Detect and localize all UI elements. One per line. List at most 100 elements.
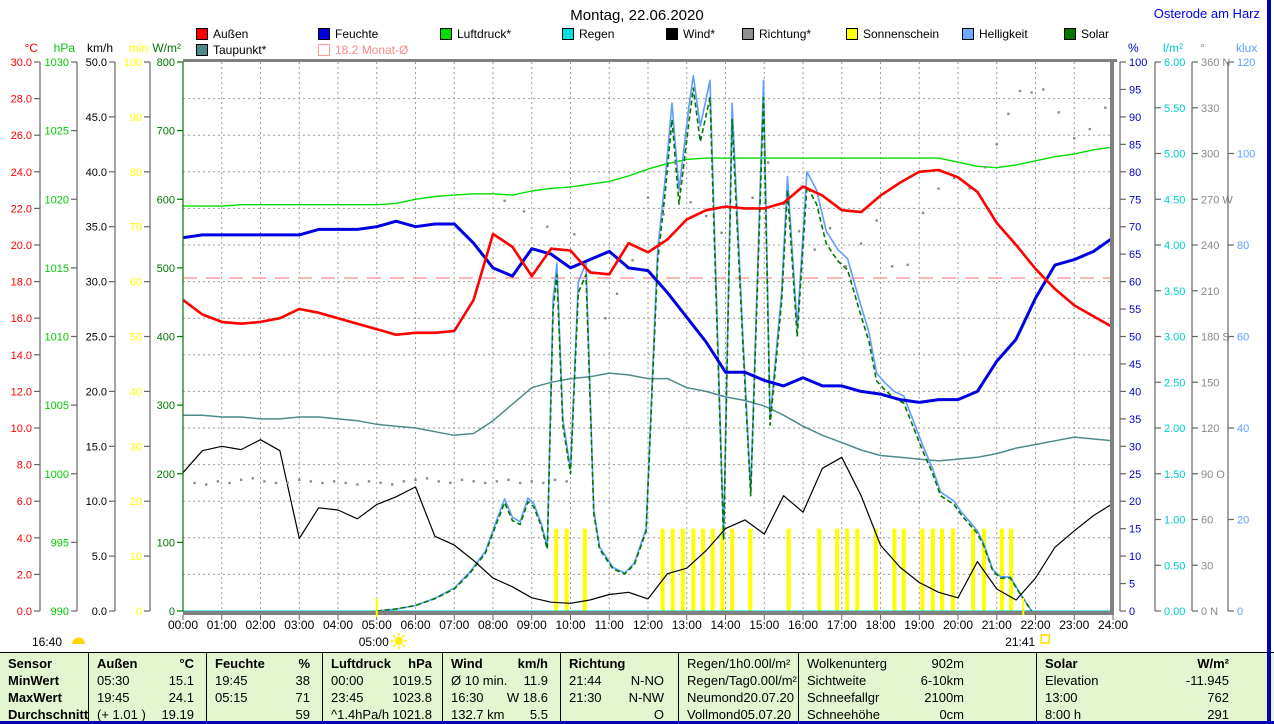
axis-label: 1000: [45, 469, 69, 481]
legend-item-au-en[interactable]: Außen: [196, 27, 248, 41]
axis-label: 50.0: [86, 57, 107, 69]
axis-label: °: [1200, 41, 1205, 55]
cell-label: Feuchte: [215, 656, 265, 671]
wind-direction-dot: [689, 201, 692, 204]
axis-label: 16.0: [11, 313, 32, 325]
axis-label: 40: [1237, 423, 1249, 435]
legend-item-wind-[interactable]: Wind*: [666, 27, 715, 41]
legend-item-feuchte[interactable]: Feuchte: [318, 26, 379, 41]
legend-color-checkbox[interactable]: [846, 27, 858, 40]
wind-direction-dot: [546, 225, 549, 228]
legend-color-checkbox[interactable]: [962, 27, 974, 40]
cell-value: -11.945: [1185, 673, 1229, 688]
legend-item-solar[interactable]: Solar: [1064, 27, 1109, 41]
axis-label: 30: [1129, 441, 1141, 453]
wind-direction-dot: [813, 248, 816, 251]
cell-value: km/h: [517, 656, 548, 671]
sunshine-bar: [855, 528, 860, 611]
cell-value: 20.07.20: [743, 690, 794, 705]
axis-label: 180 S: [1201, 332, 1230, 344]
legend-item-taupunkt-[interactable]: Taupunkt*: [196, 43, 266, 57]
cell-value: 1019.5: [392, 673, 432, 688]
legend-item-richtung-[interactable]: Richtung*: [742, 27, 811, 41]
axis-label: 00:00: [168, 618, 198, 632]
cell-label: 21:44: [569, 673, 602, 688]
legend-item-regen[interactable]: Regen: [562, 27, 614, 41]
wind-direction-dot: [844, 265, 847, 268]
axis-label: 14:00: [710, 618, 740, 632]
legend-color-checkbox[interactable]: [1064, 27, 1076, 40]
sunshine-bar: [660, 528, 665, 611]
legend-label: 18.2 Monat-Ø: [335, 42, 409, 57]
cell-value: 762: [1207, 690, 1229, 705]
cell-value: W/m²: [1197, 656, 1229, 671]
axis-label: 120: [1237, 57, 1255, 69]
cell-label: 21:30: [569, 690, 602, 705]
axis-label: 20: [1237, 515, 1249, 527]
axis-label: 5.50: [1164, 103, 1185, 115]
sunshine-bar: [930, 528, 935, 611]
axis-label: 1.00: [1164, 515, 1185, 527]
sun-ray: [401, 643, 405, 648]
cell-label: (+ 1.01 ): [97, 707, 146, 722]
wind-direction-dot: [937, 187, 940, 190]
row-label: MaxWert: [8, 690, 62, 705]
legend-color-checkbox[interactable]: [196, 27, 208, 40]
legend-item-sonnenschein[interactable]: Sonnenschein: [846, 27, 939, 41]
table-col-richtung: Richtung 21:44 N-NO 21:30 N-NW O: [560, 653, 678, 724]
legend-color-checkbox[interactable]: [196, 43, 208, 56]
plot-frame-bottom: [183, 611, 1114, 615]
wind-direction-dot: [573, 233, 576, 236]
cell-value: 15.1: [168, 673, 194, 688]
sun-ray: [392, 634, 396, 639]
axis-label: 10:00: [555, 618, 585, 632]
axis-label: 20:00: [943, 618, 973, 632]
axis-label: 09:00: [517, 618, 547, 632]
cell-label: Luftdruck: [331, 656, 391, 671]
axis-label: 30.0: [11, 57, 32, 69]
plot-frame-right: [1110, 62, 1114, 611]
station-name[interactable]: Osterode am Harz: [1153, 6, 1260, 21]
cell-value: N-NO: [630, 673, 664, 688]
legend-color-checkbox[interactable]: [666, 27, 678, 40]
axis-label: 100: [124, 57, 142, 69]
wind-direction-dot: [495, 480, 499, 483]
legend-color-checkbox[interactable]: [742, 27, 754, 40]
legend-item-helligkeit[interactable]: Helligkeit: [962, 27, 1028, 41]
cell-label: Regen/Tag: [687, 673, 750, 688]
legend-color-checkbox[interactable]: [318, 43, 330, 56]
axis-label: 90: [130, 112, 142, 124]
sunshine-bar: [720, 528, 725, 611]
wind-direction-dot: [449, 481, 452, 485]
axis-label: 24.0: [11, 167, 32, 179]
wind-direction-dot: [1018, 89, 1022, 93]
cell-value: 291: [1207, 707, 1229, 722]
window-border-right: [1267, 0, 1271, 724]
legend-item-luftdruck-[interactable]: Luftdruck*: [440, 27, 511, 41]
row-label: MinWert: [8, 673, 60, 688]
axis-label: 3.50: [1164, 286, 1185, 298]
wind-direction-dot: [615, 292, 619, 295]
axis-label: min: [129, 41, 148, 55]
legend-color-checkbox[interactable]: [562, 27, 574, 40]
legend-color-checkbox[interactable]: [318, 27, 330, 40]
legend-item-18-2-monat-[interactable]: 18.2 Monat-Ø: [318, 42, 409, 57]
plot-frame-top: [183, 59, 1117, 62]
row-label: Durchschnitt: [8, 707, 89, 722]
axis-label: 60: [1237, 332, 1249, 344]
legend-label: Feuchte: [335, 26, 379, 41]
cell-value: 0.00l/m²: [749, 673, 797, 688]
chart-area: 00:00 01:00 02:00 03:00 04:00 05:00 06:00 07:00…: [11, 41, 1257, 649]
series-helligkeit: [376, 74, 1033, 612]
wind-direction-dot: [1042, 88, 1045, 91]
axis-label: 8.0: [17, 460, 32, 472]
axis-label: 14.0: [11, 350, 32, 362]
cell-value: 5.5: [529, 707, 548, 722]
axis-label: 28.0: [11, 94, 32, 106]
axis-label: 45.0: [86, 112, 107, 124]
legend-color-checkbox[interactable]: [440, 27, 452, 40]
axis-label: 07:00: [439, 618, 469, 632]
wind-direction-dot: [766, 161, 770, 164]
cell-label: Schneehöhe: [807, 707, 881, 722]
wind-direction-dot: [332, 480, 336, 483]
